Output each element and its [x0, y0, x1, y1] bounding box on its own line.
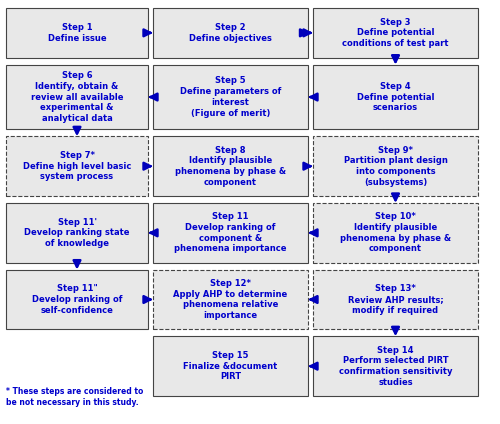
FancyBboxPatch shape: [6, 137, 148, 196]
Text: Step 12*
Apply AHP to determine
phenomena relative
importance: Step 12* Apply AHP to determine phenomen…: [174, 279, 288, 320]
Text: Step 11'
Develop ranking state
of knowledge: Step 11' Develop ranking state of knowle…: [24, 218, 130, 248]
FancyBboxPatch shape: [313, 137, 478, 196]
Text: Step 5
Define parameters of
interest
(Figure of merit): Step 5 Define parameters of interest (Fi…: [180, 76, 281, 118]
Text: * These steps are considered to
be not necessary in this study.: * These steps are considered to be not n…: [6, 387, 143, 407]
Text: Step 2
Define objectives: Step 2 Define objectives: [189, 23, 272, 43]
Text: Step 15
Finalize &document
PIRT: Step 15 Finalize &document PIRT: [184, 351, 278, 382]
FancyBboxPatch shape: [313, 270, 478, 329]
Text: Step 11
Develop ranking of
component &
phenomena importance: Step 11 Develop ranking of component & p…: [174, 212, 287, 254]
FancyBboxPatch shape: [6, 8, 148, 58]
Text: Step 3
Define potential
conditions of test part: Step 3 Define potential conditions of te…: [342, 18, 449, 48]
FancyBboxPatch shape: [153, 65, 308, 129]
FancyBboxPatch shape: [153, 203, 308, 263]
Text: Step 11"
Develop ranking of
self-confidence: Step 11" Develop ranking of self-confide…: [32, 284, 122, 315]
Text: Step 7*
Define high level basic
system process: Step 7* Define high level basic system p…: [23, 151, 131, 181]
FancyBboxPatch shape: [6, 203, 148, 263]
FancyBboxPatch shape: [313, 203, 478, 263]
FancyBboxPatch shape: [153, 137, 308, 196]
FancyBboxPatch shape: [313, 65, 478, 129]
FancyBboxPatch shape: [6, 65, 148, 129]
Text: Step 6
Identify, obtain &
review all available
experimental &
analytical data: Step 6 Identify, obtain & review all ava…: [31, 71, 123, 123]
Text: Step 10*
Identify plausible
phenomena by phase &
component: Step 10* Identify plausible phenomena by…: [340, 212, 451, 254]
FancyBboxPatch shape: [6, 270, 148, 329]
Text: Step 14
Perform selected PIRT
confirmation sensitivity
studies: Step 14 Perform selected PIRT confirmati…: [339, 346, 452, 387]
FancyBboxPatch shape: [153, 270, 308, 329]
Text: Step 13*
Review AHP results;
modify if required: Step 13* Review AHP results; modify if r…: [348, 284, 444, 315]
Text: Step 4
Define potential
scenarios: Step 4 Define potential scenarios: [357, 82, 434, 112]
FancyBboxPatch shape: [313, 8, 478, 58]
FancyBboxPatch shape: [313, 336, 478, 396]
Text: Step 9*
Partition plant design
into components
(subsystems): Step 9* Partition plant design into comp…: [344, 145, 448, 187]
Text: Step 8
Identify plausible
phenomena by phase &
component: Step 8 Identify plausible phenomena by p…: [175, 145, 286, 187]
Text: Step 1
Define issue: Step 1 Define issue: [48, 23, 106, 43]
FancyBboxPatch shape: [153, 8, 308, 58]
FancyBboxPatch shape: [153, 336, 308, 396]
